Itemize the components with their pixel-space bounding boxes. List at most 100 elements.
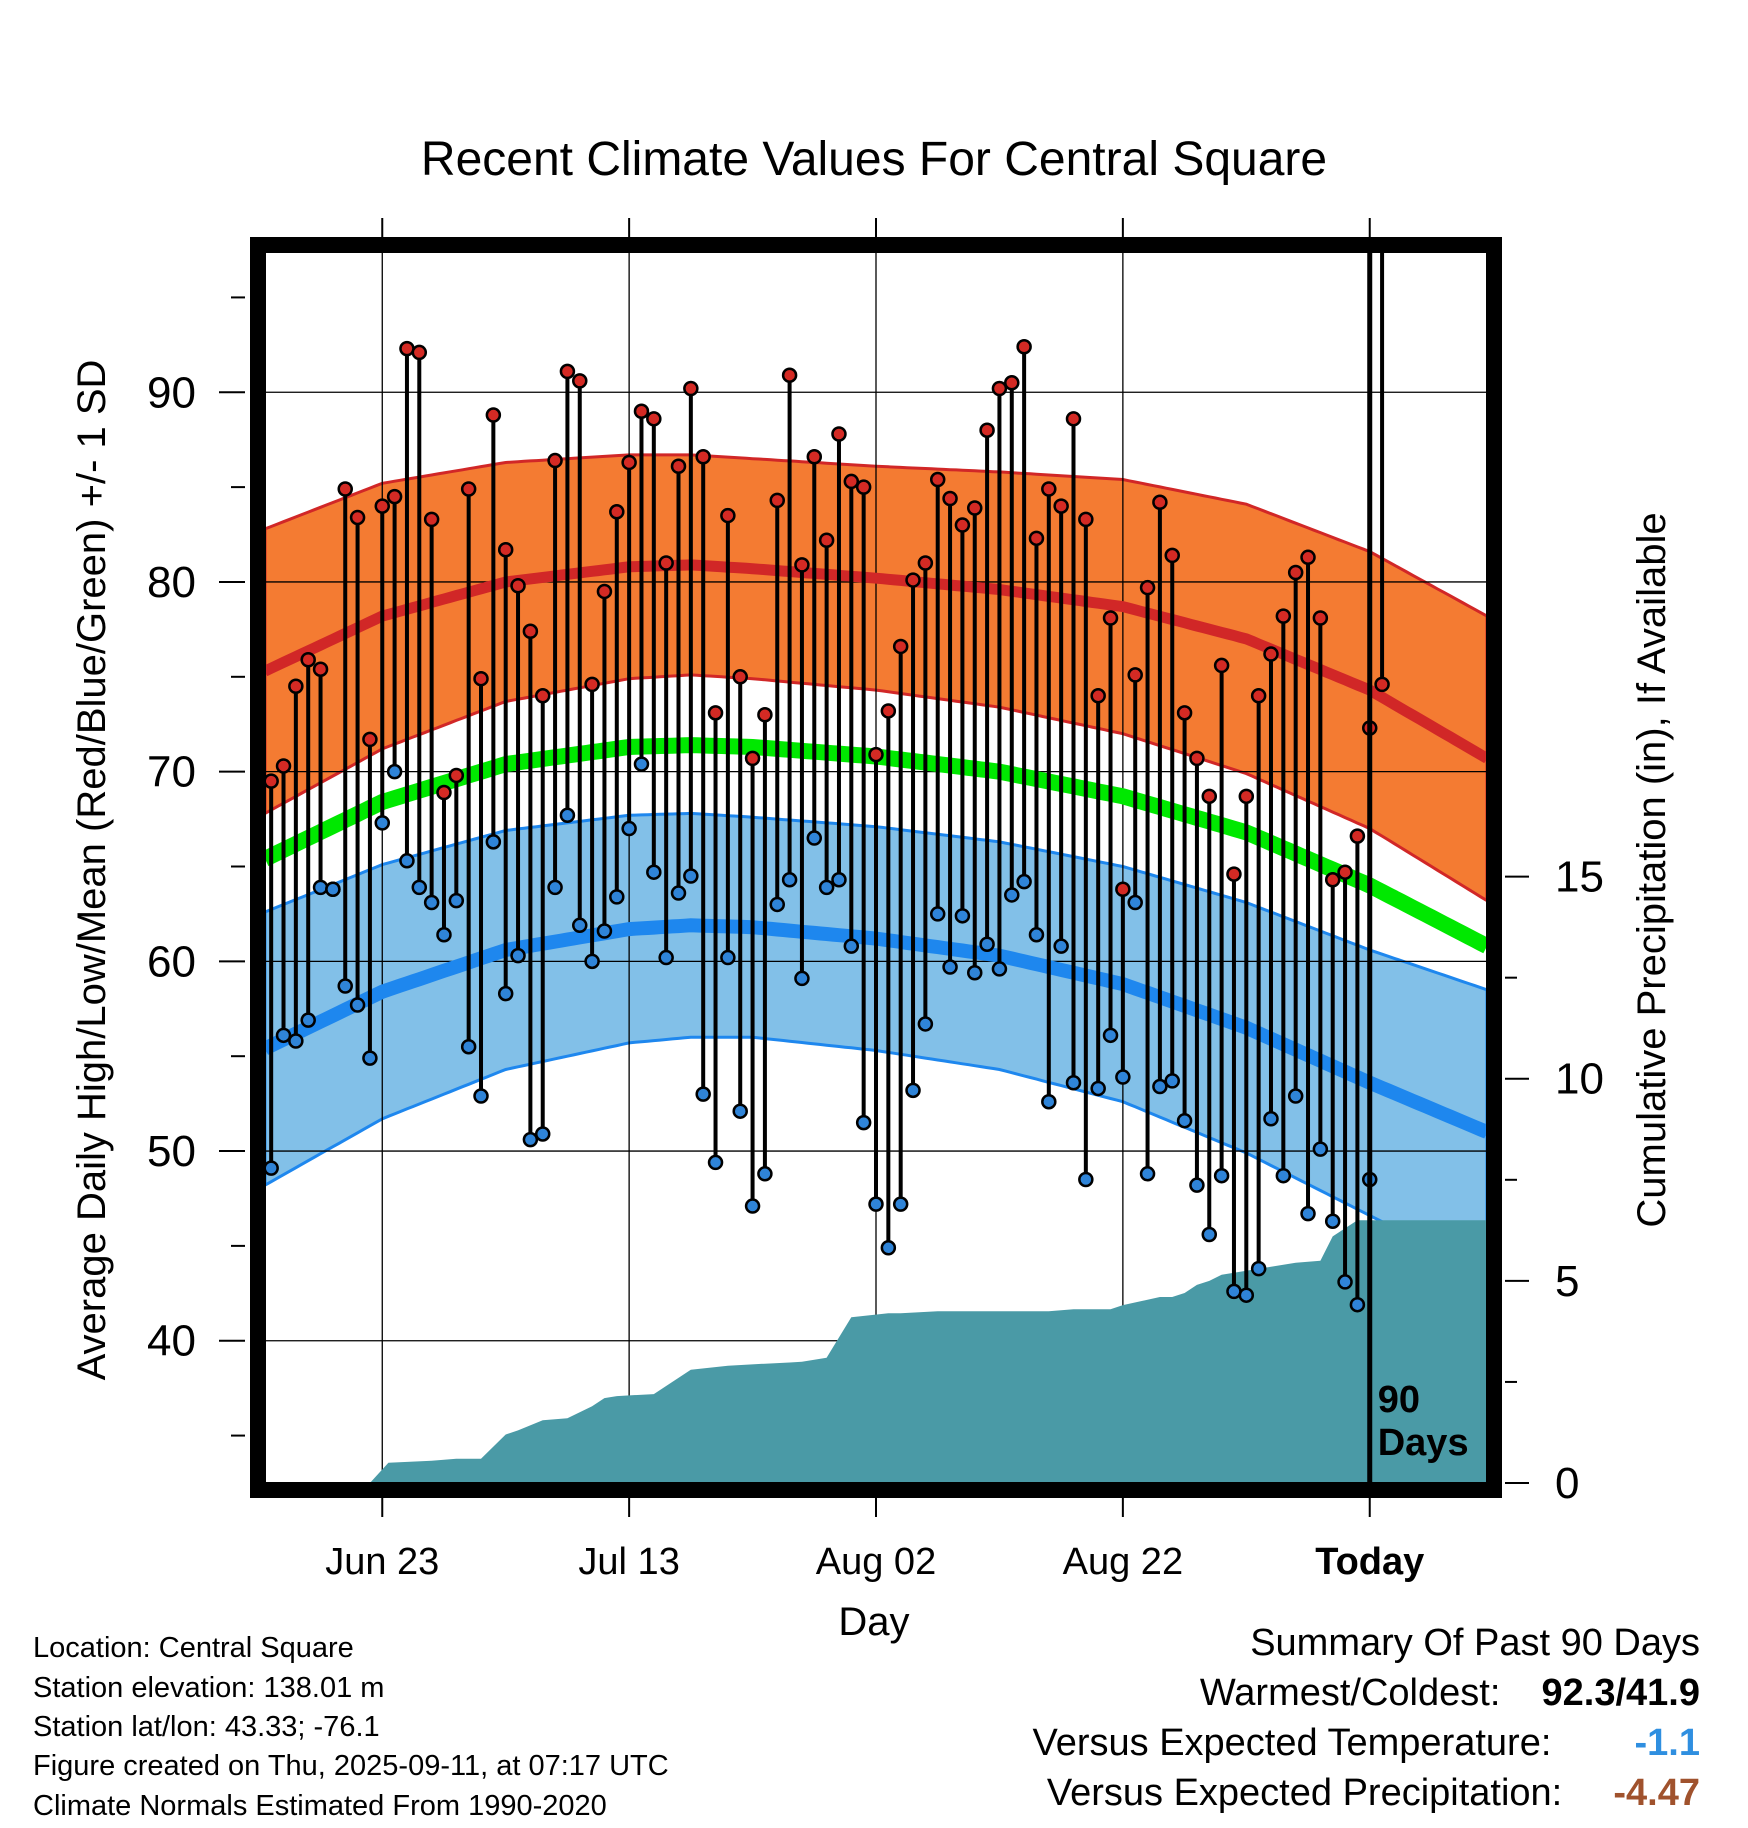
y-tick-label-left: 80 [147,558,196,607]
y-tick-label-left: 50 [147,1127,196,1176]
summary-precip-label: Versus Expected Precipitation: [1046,1772,1563,1814]
daily-high-point [436,784,452,801]
daily-low-point [1078,1171,1094,1188]
daily-low-point [880,1240,897,1256]
daily-high-point [1127,667,1143,683]
daily-low-point [386,763,403,780]
daily-low-point [621,820,637,837]
daily-high-point [1275,608,1292,624]
daily-high-point [596,583,613,600]
daily-high-point [300,651,316,668]
daily-high-point [584,676,600,693]
daily-low-point [769,896,786,913]
daily-low-point [349,997,366,1013]
daily-low-point [892,1196,909,1212]
daily-low-point [497,985,514,1002]
daily-high-point [1115,881,1131,898]
x-tick-label: Jul 13 [578,1541,679,1583]
daily-low-point [1152,1078,1168,1095]
daily-low-point [1275,1167,1292,1184]
daily-low-point [670,885,687,901]
summary-temp: Versus Expected Temperature: -1.1 [1032,1722,1700,1765]
daily-high-point [312,661,329,677]
daily-high-point [374,498,391,514]
daily-low-point [534,1126,551,1142]
daily-low-point [399,853,415,869]
daily-high-point [1078,511,1094,528]
daily-low-point [1263,1111,1279,1127]
daily-high-point [720,507,736,524]
daily-low-point [806,830,823,846]
daily-high-point [880,703,897,719]
daily-low-point [695,1086,711,1102]
daily-high-point [905,572,921,588]
plot-frame [250,237,1502,1498]
daily-high-point [448,767,465,784]
daily-high-point [547,452,563,469]
daily-high-point [658,555,674,571]
daily-high-point [794,557,810,573]
daily-high-point [843,473,860,490]
daily-low-point [1016,873,1032,890]
daily-low-point [658,949,674,966]
daily-low-point [1065,1074,1082,1091]
daily-low-point [794,970,810,987]
daily-low-point [510,947,526,964]
daily-high-point [917,555,934,571]
daily-low-point [423,894,440,911]
daily-low-point [374,815,391,831]
daily-low-point [917,1016,934,1032]
y-tick-label-right: 10 [1555,1055,1604,1104]
daily-low-point [1287,1088,1304,1104]
daily-low-point [757,1166,773,1182]
daily-low-point [1300,1205,1316,1222]
x-tick-label: Aug 22 [1063,1541,1183,1583]
daily-high-point [1374,676,1390,693]
daily-low-point [559,807,576,824]
daily-high-point [818,532,835,548]
daily-high-point [473,670,489,687]
daily-high-point [1349,828,1366,844]
daily-high-point [1324,872,1341,888]
daily-high-point [732,669,748,685]
daily-high-point [1028,530,1045,547]
footer-location: Location: Central Square [33,1632,354,1664]
daily-high-point [695,449,711,465]
daily-high-point [929,471,946,488]
daily-low-point [1102,1027,1119,1044]
daily-high-point [670,458,687,474]
daily-high-point [534,688,551,704]
today-marker-label-2: Days [1378,1422,1469,1464]
daily-high-point [1139,579,1156,596]
daily-low-point [979,936,995,953]
daily-low-point [929,906,946,922]
footer-latlon: Station lat/lon: 43.33; -76.1 [33,1711,380,1743]
summary-warmest-coldest-value: 92.3/41.9 [1541,1672,1700,1714]
daily-low-point [460,1038,477,1055]
daily-high-point [572,373,588,389]
y-tick-label-left: 60 [147,937,196,986]
daily-high-point [399,340,415,357]
daily-low-point [1004,887,1020,903]
y-tick-label-right: 0 [1555,1459,1579,1508]
daily-low-point [448,892,465,909]
daily-high-point [1201,788,1218,805]
daily-high-point [411,344,428,361]
daily-high-point [609,504,625,520]
daily-low-point [1349,1296,1366,1313]
daily-high-point [892,638,909,655]
daily-low-point [288,1033,304,1049]
daily-low-point [633,756,650,772]
daily-low-point [609,889,625,905]
y-tick-label-left: 90 [147,368,196,417]
summary-warmest-coldest-label: Warmest/Coldest: [1199,1672,1501,1714]
daily-low-point [1201,1226,1218,1243]
daily-high-point [744,750,761,767]
daily-low-point [362,1050,378,1066]
daily-high-point [831,426,847,442]
daily-low-point [325,881,341,898]
daily-low-point [485,834,502,850]
daily-high-point [806,449,823,465]
x-axis-label: Day [838,1600,909,1644]
daily-high-point [979,422,995,438]
